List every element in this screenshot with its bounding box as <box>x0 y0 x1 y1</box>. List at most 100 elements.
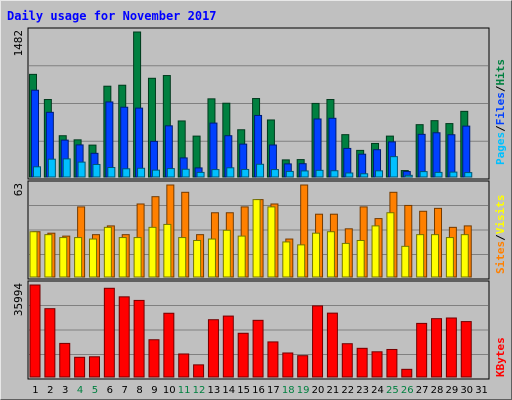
visits-bar <box>371 225 380 278</box>
files-bar <box>417 133 426 178</box>
files-bar <box>447 134 456 178</box>
day-label: 8 <box>136 385 142 396</box>
day-label: 25 <box>386 385 399 396</box>
pages-bar <box>33 166 41 178</box>
legend-term: Files <box>494 92 507 125</box>
kbytes-bar <box>74 356 86 378</box>
legend-term: / <box>494 125 507 132</box>
legend-kbytes: KBytes <box>494 337 507 377</box>
kbytes-bar <box>445 317 457 378</box>
files-bar <box>105 101 114 178</box>
files-bar <box>432 132 441 178</box>
kbytes-bar <box>341 343 353 378</box>
kbytes-bar <box>44 308 56 378</box>
kbytes-bar <box>371 351 383 378</box>
pages-bar <box>270 169 279 178</box>
kbytes-bar <box>237 332 249 378</box>
visits-bar <box>460 234 469 278</box>
kbytes-bar <box>29 284 41 378</box>
kbytes-bar <box>193 364 205 378</box>
visits-bar <box>312 232 321 278</box>
visits-bar <box>44 234 53 278</box>
day-label: 9 <box>151 385 157 396</box>
files-bar <box>462 125 471 178</box>
max-label-kbytes: 35994 <box>12 283 25 316</box>
visits-bar <box>386 212 395 278</box>
visits-bar <box>341 242 350 278</box>
day-label: 4 <box>77 385 83 396</box>
kbytes-bar <box>118 296 130 378</box>
day-label: 20 <box>312 385 325 396</box>
visits-bar <box>29 231 38 278</box>
files-bar <box>135 107 144 178</box>
kbytes-bar <box>282 352 294 378</box>
pages-bar <box>300 170 309 178</box>
day-label: 5 <box>92 385 98 396</box>
pages-bar <box>137 167 146 178</box>
legend-sites-visits: Sites/Visits <box>494 195 507 275</box>
files-bar <box>209 122 218 178</box>
day-label: 14 <box>222 385 235 396</box>
files-bar <box>313 118 322 178</box>
kbytes-bar <box>88 356 100 378</box>
visits-bar <box>356 239 365 278</box>
pages-bar <box>315 169 324 178</box>
legend-term: Pages <box>494 132 507 165</box>
pages-bar <box>285 170 294 178</box>
day-label: 23 <box>356 385 369 396</box>
pages-bar <box>464 172 473 178</box>
visits-bar <box>282 241 291 278</box>
visits-bar <box>401 245 410 278</box>
visits-bar <box>163 223 172 278</box>
kbytes-bar <box>222 315 234 378</box>
legend-term: / <box>494 85 507 92</box>
visits-bar <box>207 238 216 278</box>
pages-bar <box>181 168 190 178</box>
visits-bar <box>88 238 97 278</box>
day-label: 31 <box>475 385 488 396</box>
kbytes-bar <box>326 312 338 378</box>
kbytes-bar <box>297 355 309 378</box>
day-label: 28 <box>431 385 444 396</box>
day-label: 17 <box>267 385 280 396</box>
day-label: 10 <box>163 385 176 396</box>
pages-bar <box>404 174 413 178</box>
kbytes-bar <box>267 341 279 378</box>
chart-title: Daily usage for November 2017 <box>7 9 217 23</box>
day-label: 27 <box>416 385 429 396</box>
pages-bar <box>375 170 384 178</box>
pages-bar <box>389 156 398 178</box>
visits-bar <box>267 206 276 278</box>
visits-bar <box>118 237 127 278</box>
visits-bar <box>222 229 231 278</box>
max-label-sites-visits: 63 <box>12 183 25 196</box>
visits-bar <box>416 234 425 278</box>
day-label: 15 <box>237 385 250 396</box>
pages-bar <box>92 163 101 178</box>
day-label: 12 <box>193 385 206 396</box>
day-label: 19 <box>297 385 310 396</box>
day-label: 24 <box>371 385 384 396</box>
day-label: 7 <box>121 385 127 396</box>
pages-bar <box>345 172 354 178</box>
legend-pages-files-hits: Pages/Files/Hits <box>494 59 507 165</box>
visits-bar <box>326 231 335 278</box>
pages-bar <box>241 168 250 178</box>
visits-bar <box>445 237 454 278</box>
legend-term: Visits <box>494 195 507 235</box>
pages-bar <box>151 169 160 178</box>
day-label: 21 <box>326 385 339 396</box>
pages-bar <box>256 163 265 178</box>
kbytes-bar <box>386 348 398 378</box>
kbytes-bar <box>133 299 145 378</box>
files-bar <box>31 89 39 178</box>
pages-bar <box>211 169 220 178</box>
day-label: 30 <box>460 385 473 396</box>
day-label: 1 <box>32 385 38 396</box>
day-label: 18 <box>282 385 295 396</box>
kbytes-bar <box>178 353 190 378</box>
pages-bar <box>122 168 131 178</box>
day-label: 29 <box>445 385 458 396</box>
day-label: 16 <box>252 385 265 396</box>
